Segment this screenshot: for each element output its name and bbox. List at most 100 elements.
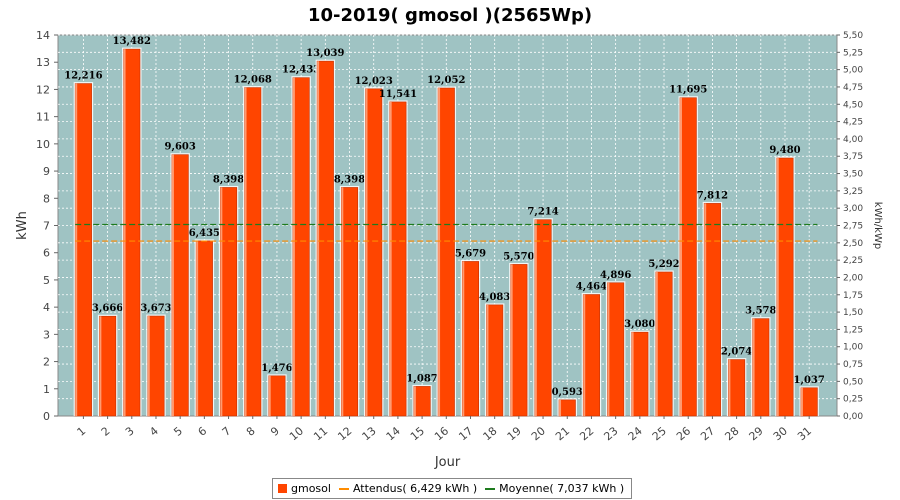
bar-highlight: [341, 187, 344, 416]
y-tick-label: 4: [43, 301, 50, 314]
x-tick-label: 22: [577, 424, 596, 443]
bar-highlight: [752, 318, 755, 416]
y-right-tick-label: 0,25: [843, 395, 863, 405]
data-label: 3,578: [745, 306, 776, 317]
bar-highlight: [75, 83, 78, 416]
x-tick-label: 18: [481, 424, 500, 443]
x-tick-label: 16: [432, 424, 451, 443]
bar-highlight: [679, 97, 682, 416]
bar: [461, 261, 480, 417]
x-tick-label: 31: [795, 424, 814, 443]
data-label: 8,398: [213, 174, 244, 185]
bar: [195, 240, 213, 417]
bar-highlight: [292, 77, 295, 417]
bar-highlight: [800, 387, 803, 416]
bar-highlight: [534, 219, 537, 416]
y-tick-label: 2: [43, 356, 50, 369]
bar-highlight: [317, 61, 320, 417]
bar-highlight: [196, 240, 199, 416]
data-label: 1,037: [794, 375, 825, 386]
bar-highlight: [704, 203, 707, 416]
bar-highlight: [486, 304, 489, 416]
data-label: 1,476: [261, 363, 292, 374]
data-label: 5,292: [648, 259, 679, 270]
data-label: 9,603: [165, 142, 196, 153]
bar: [510, 264, 528, 417]
data-label: 12,216: [64, 71, 102, 82]
bar-highlight: [776, 158, 779, 416]
chart-title: 10-2019( gmosol )(2565Wp): [307, 5, 593, 26]
data-label: 7,214: [527, 207, 558, 218]
legend-label-attendus: Attendus( 6,429 kWh ): [352, 482, 478, 495]
y-right-tick-label: 2,25: [843, 256, 863, 266]
bar: [99, 315, 117, 417]
bar: [728, 359, 746, 417]
x-tick-label: 26: [674, 424, 693, 443]
bar: [752, 318, 770, 417]
y-tick-label: 8: [43, 192, 50, 205]
x-tick-label: 1: [75, 424, 89, 438]
x-tick-label: 21: [553, 424, 572, 443]
y-tick-label: 10: [36, 138, 50, 151]
bar-highlight: [244, 87, 247, 416]
bar: [703, 203, 721, 417]
data-label: 3,673: [140, 303, 171, 314]
y-right-tick-label: 3,75: [843, 152, 863, 162]
y-right-tick-label: 2,75: [843, 222, 863, 232]
data-label: 9,480: [769, 145, 800, 156]
bar: [558, 399, 576, 417]
data-label: 5,570: [503, 251, 534, 262]
legend-swatch-gmosol: [278, 484, 287, 493]
data-label: 11,695: [669, 85, 707, 96]
bar: [268, 375, 286, 417]
bar: [486, 304, 504, 417]
x-tick-label: 30: [771, 424, 790, 443]
x-tick-label: 25: [650, 424, 669, 443]
x-tick-label: 27: [698, 424, 717, 443]
x-tick-label: 17: [456, 424, 475, 443]
bar-highlight: [559, 399, 562, 416]
bar-highlight: [123, 49, 126, 417]
x-tick-label: 8: [244, 424, 258, 438]
x-tick-label: 4: [147, 424, 161, 438]
data-label: 3,080: [624, 319, 655, 330]
y-tick-label: 7: [43, 220, 50, 233]
y-right-tick-label: 1,25: [843, 325, 863, 335]
legend-swatch-attendus: [338, 487, 349, 490]
data-label: 7,812: [697, 190, 728, 201]
data-label: 12,433: [282, 65, 320, 76]
y-tick-label: 6: [43, 247, 50, 260]
bar-highlight: [438, 88, 441, 416]
y-right-tick-label: 1,75: [843, 291, 863, 301]
data-label: 12,052: [427, 75, 465, 86]
bar: [389, 101, 407, 417]
data-label: 8,398: [334, 174, 365, 185]
data-label: 13,039: [306, 48, 344, 59]
bar: [607, 282, 625, 417]
x-tick-label: 23: [601, 424, 620, 443]
legend-item-moyenne: Moyenne( 7,037 kWh ): [485, 482, 624, 495]
bar: [316, 60, 334, 417]
data-label: 12,023: [355, 76, 393, 87]
bar: [171, 154, 189, 417]
y-right-tick-label: 3,00: [843, 204, 863, 214]
bar: [631, 331, 649, 417]
y-right-tick-label: 4,75: [843, 83, 863, 93]
data-label: 6,435: [189, 228, 220, 239]
data-label: 3,666: [92, 303, 123, 314]
x-tick-label: 2: [99, 424, 113, 438]
y-right-tick-label: 0,75: [843, 360, 863, 370]
y-right-tick-label: 1,00: [843, 343, 863, 353]
bar: [800, 387, 818, 417]
x-tick-label: 20: [529, 424, 548, 443]
y-tick-label: 3: [43, 328, 50, 341]
legend-item-attendus: Attendus( 6,429 kWh ): [338, 482, 478, 495]
data-label: 11,541: [379, 89, 417, 100]
y-tick-label: 1: [43, 383, 50, 396]
x-tick-label: 9: [268, 424, 282, 438]
y-tick-label: 13: [36, 56, 50, 69]
bar-highlight: [268, 375, 271, 416]
bar-highlight: [365, 88, 368, 416]
x-tick-label: 11: [311, 424, 330, 443]
